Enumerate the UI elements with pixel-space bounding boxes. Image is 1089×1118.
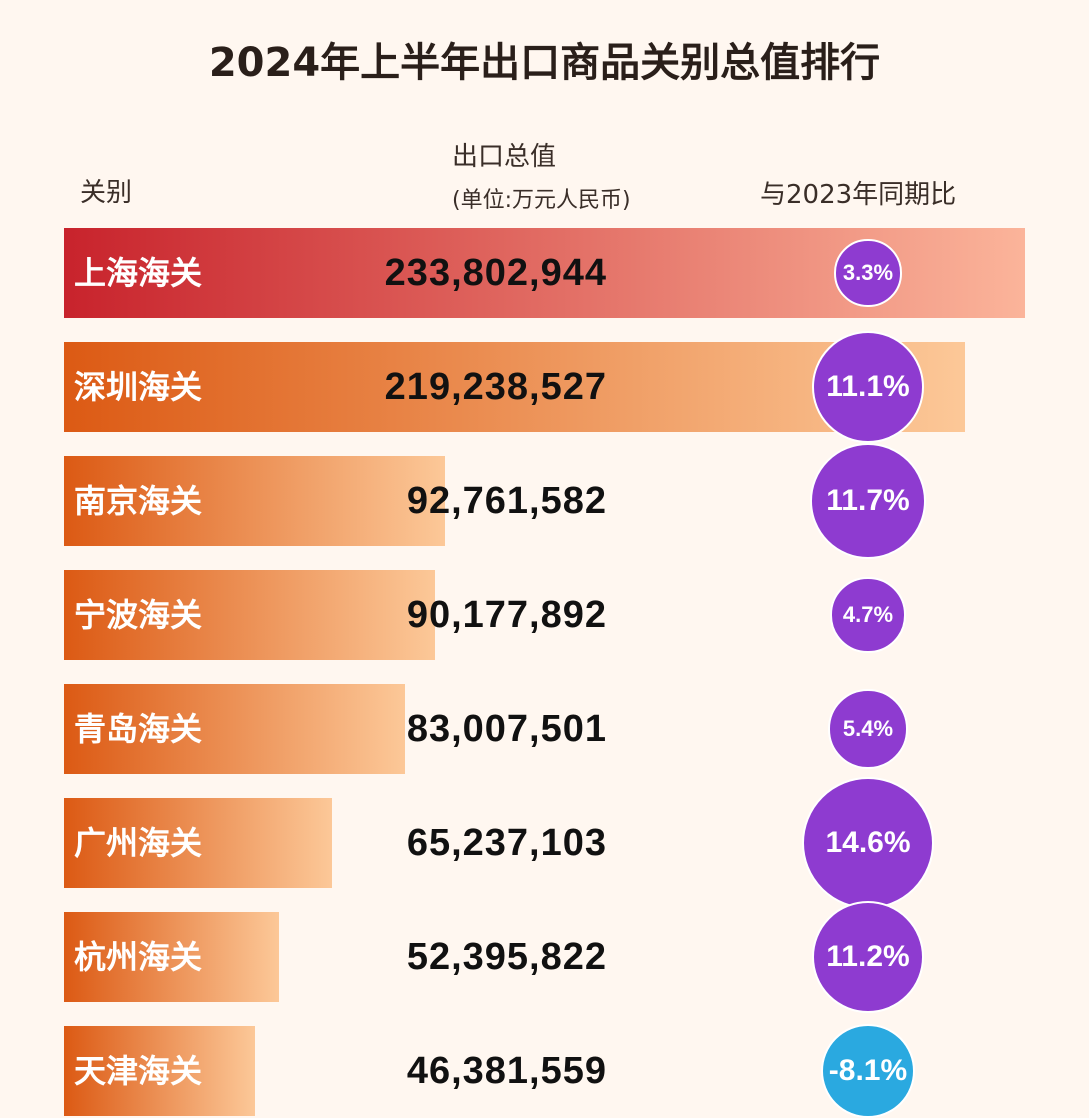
category-label: 广州海关 [74,798,202,888]
column-header-unit: (单位:万元人民币) [452,182,631,214]
category-label: 天津海关 [74,1026,202,1116]
value-label: 90,177,892 [407,570,607,660]
yoy-change-bubble: -8.1% [821,1024,916,1118]
value-label: 83,007,501 [407,684,607,774]
category-label: 南京海关 [74,456,202,546]
value-label: 46,381,559 [407,1026,607,1116]
category-label: 青岛海关 [74,684,202,774]
value-label: 233,802,944 [385,228,607,318]
value-label: 52,395,822 [407,912,607,1002]
category-label: 上海海关 [74,228,202,318]
yoy-change-bubble: 11.2% [812,901,925,1014]
value-label: 219,238,527 [385,342,607,432]
column-header-value: 出口总值 [452,136,556,173]
yoy-change-bubble: 11.1% [812,331,924,443]
yoy-change-bubble: 11.7% [810,443,926,559]
yoy-change-bubble: 3.3% [834,239,901,306]
yoy-change-bubble: 4.7% [830,577,905,652]
yoy-change-bubble: 5.4% [828,689,907,768]
category-label: 杭州海关 [74,912,202,1002]
column-header-category: 关别 [80,172,132,209]
yoy-change-bubble: 14.6% [802,777,935,910]
value-label: 92,761,582 [407,456,607,546]
chart-title: 2024年上半年出口商品关别总值排行 [0,30,1089,88]
category-label: 宁波海关 [74,570,202,660]
category-label: 深圳海关 [74,342,202,432]
column-header-change: 与2023年同期比 [760,174,956,211]
value-label: 65,237,103 [407,798,607,888]
